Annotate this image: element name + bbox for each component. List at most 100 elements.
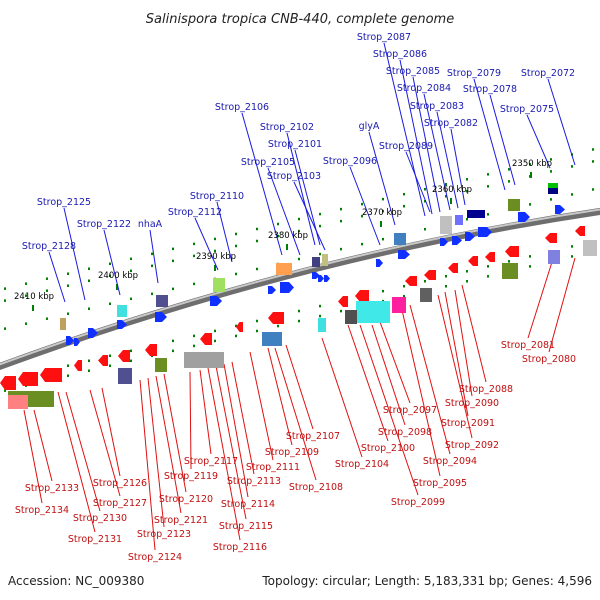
reverse-feature-box: [8, 395, 28, 409]
gene-label-strop-2082: Strop_2082: [424, 118, 478, 129]
gene-label-strop-2102: Strop_2102: [260, 122, 314, 133]
forward-gene-arrow: [324, 275, 330, 282]
gene-label-strop-2119: Strop_2119: [164, 471, 218, 482]
leader-line: [189, 371, 192, 470]
leader-line: [231, 361, 255, 475]
track-dot: [4, 287, 6, 290]
track-dot: [130, 257, 132, 261]
gene-label-strop-2099: Strop_2099: [391, 497, 445, 508]
reverse-gene-arrow: [18, 372, 38, 386]
forward-feature-box: [213, 278, 225, 292]
track-dot: [67, 364, 69, 367]
reverse-gene-arrow: [268, 312, 284, 324]
gene-label-glya: glyA: [359, 121, 380, 132]
tick-label-2380-kbp: 2380 kbp: [268, 231, 308, 241]
track-dot: [46, 277, 48, 280]
track-dot: [88, 369, 90, 373]
track-dot: [424, 279, 426, 283]
reverse-feature-box: [356, 301, 390, 323]
gene-label-strop-2085: Strop_2085: [386, 66, 440, 77]
gene-label-strop-2105: Strop_2105: [241, 157, 295, 168]
tick-mark: [380, 221, 382, 227]
leader-line: [23, 409, 43, 504]
track-dot: [25, 322, 27, 325]
gene-label-strop-2134: Strop_2134: [15, 505, 69, 516]
leader-line: [321, 337, 363, 458]
track-dot: [256, 319, 258, 323]
track-dot: [298, 309, 300, 313]
gene-label-strop-2116: Strop_2116: [213, 542, 267, 553]
forward-feature-box: [548, 188, 558, 194]
tick-label-2370-kbp: 2370 kbp: [362, 208, 402, 218]
forward-feature-box: [394, 233, 406, 245]
leader-line: [101, 387, 121, 477]
gene-label-strop-2115: Strop_2115: [219, 521, 273, 532]
forward-gene-arrow: [117, 320, 127, 329]
forward-feature-box: [508, 199, 520, 211]
gene-label-strop-2075: Strop_2075: [500, 104, 554, 115]
track-dot: [214, 237, 216, 241]
leader-line: [285, 344, 314, 430]
track-dot: [340, 207, 342, 211]
gene-label-strop-2125: Strop_2125: [37, 197, 91, 208]
leader-line: [368, 131, 396, 226]
reverse-feature-box: [184, 352, 224, 368]
reverse-gene-arrow: [338, 296, 348, 307]
tick-mark: [286, 244, 288, 250]
track-dot: [193, 254, 195, 258]
track-dot: [445, 275, 447, 278]
gene-label-strop-2108: Strop_2108: [289, 482, 343, 493]
leader-line: [461, 284, 487, 383]
forward-gene-arrow: [74, 338, 80, 346]
track-dot: [25, 294, 27, 297]
leader-line: [359, 324, 419, 496]
track-dot: [172, 349, 174, 353]
forward-feature-box: [440, 216, 452, 234]
leader-line: [267, 167, 301, 256]
gene-label-strop-2095: Strop_2095: [413, 478, 467, 489]
track-dot: [130, 349, 132, 353]
leader-line: [139, 379, 156, 551]
track-dot: [277, 234, 279, 238]
gene-label-strop-2089: Strop_2089: [379, 141, 433, 152]
track-dot: [151, 264, 153, 268]
track-dot: [340, 247, 342, 251]
gene-label-strop-2090: Strop_2090: [445, 398, 499, 409]
gene-label-strop-2103: Strop_2103: [267, 171, 321, 182]
track-dot: [340, 219, 342, 223]
track-dot: [4, 389, 6, 392]
track-dot: [529, 265, 531, 268]
track-dot: [4, 327, 6, 330]
gene-label-strop-2084: Strop_2084: [397, 83, 451, 94]
gene-label-strop-2133: Strop_2133: [25, 483, 79, 494]
track-dot: [256, 329, 258, 333]
gene-label-strop-2113: Strop_2113: [227, 476, 281, 487]
track-dot: [508, 260, 510, 263]
forward-gene-arrow: [440, 238, 448, 246]
track-dot: [256, 267, 258, 271]
forward-gene-arrow: [155, 312, 167, 322]
track-dot: [319, 252, 321, 256]
reverse-feature-box: [118, 368, 132, 384]
leader-line: [215, 365, 247, 520]
gene-label-strop-2109: Strop_2109: [265, 447, 319, 458]
track-dot: [592, 148, 594, 151]
track-dot: [67, 272, 69, 275]
track-dot: [67, 312, 69, 315]
leader-line: [526, 114, 551, 169]
reverse-gene-arrow: [40, 368, 62, 382]
track-dot: [466, 190, 468, 193]
forward-gene-arrow: [66, 336, 74, 345]
track-dot: [235, 244, 237, 248]
track-dot: [550, 158, 552, 161]
reverse-gene-arrow: [545, 233, 557, 243]
forward-feature-box: [60, 318, 66, 330]
reverse-gene-arrow: [98, 355, 108, 366]
leader-line: [286, 132, 316, 246]
gene-label-strop-2123: Strop_2123: [137, 529, 191, 540]
tick-label-2400-kbp: 2400 kbp: [98, 271, 138, 281]
gene-label-strop-2128: Strop_2128: [22, 241, 76, 252]
leader-line: [216, 201, 233, 263]
forward-gene-arrow: [88, 328, 98, 338]
track-dot: [88, 307, 90, 311]
